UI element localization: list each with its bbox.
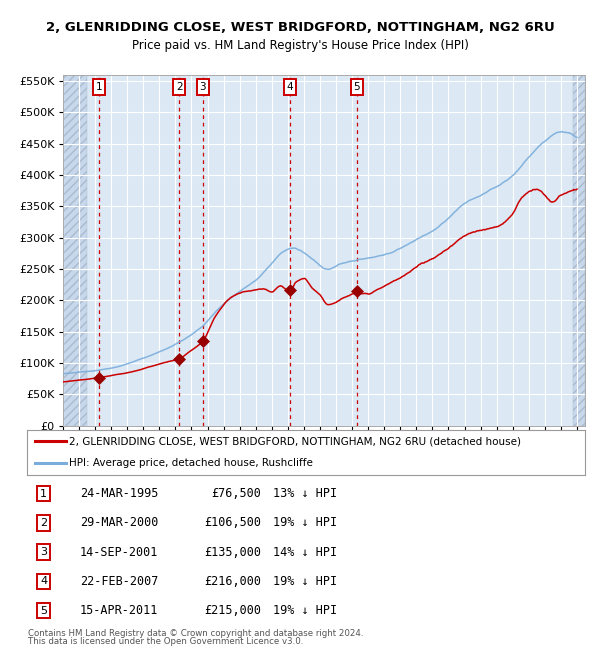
Text: 1: 1 bbox=[95, 82, 102, 92]
Text: 22-FEB-2007: 22-FEB-2007 bbox=[80, 575, 158, 588]
Text: HPI: Average price, detached house, Rushcliffe: HPI: Average price, detached house, Rush… bbox=[69, 458, 313, 469]
Text: 5: 5 bbox=[353, 82, 360, 92]
Text: 19% ↓ HPI: 19% ↓ HPI bbox=[272, 604, 337, 617]
Text: £216,000: £216,000 bbox=[205, 575, 262, 588]
Text: 3: 3 bbox=[199, 82, 206, 92]
Text: 19% ↓ HPI: 19% ↓ HPI bbox=[272, 516, 337, 529]
Text: 14-SEP-2001: 14-SEP-2001 bbox=[80, 545, 158, 558]
Text: 2, GLENRIDDING CLOSE, WEST BRIDGFORD, NOTTINGHAM, NG2 6RU (detached house): 2, GLENRIDDING CLOSE, WEST BRIDGFORD, NO… bbox=[69, 436, 521, 447]
Text: 15-APR-2011: 15-APR-2011 bbox=[80, 604, 158, 617]
Text: 5: 5 bbox=[40, 606, 47, 616]
Text: Contains HM Land Registry data © Crown copyright and database right 2024.: Contains HM Land Registry data © Crown c… bbox=[28, 629, 364, 638]
Text: £76,500: £76,500 bbox=[211, 488, 262, 500]
Text: 3: 3 bbox=[40, 547, 47, 557]
Text: Price paid vs. HM Land Registry's House Price Index (HPI): Price paid vs. HM Land Registry's House … bbox=[131, 39, 469, 52]
Text: 19% ↓ HPI: 19% ↓ HPI bbox=[272, 575, 337, 588]
Text: 13% ↓ HPI: 13% ↓ HPI bbox=[272, 488, 337, 500]
Bar bbox=[573, 75, 585, 426]
Text: 2: 2 bbox=[40, 518, 47, 528]
Text: 2, GLENRIDDING CLOSE, WEST BRIDGFORD, NOTTINGHAM, NG2 6RU: 2, GLENRIDDING CLOSE, WEST BRIDGFORD, NO… bbox=[46, 21, 554, 34]
Bar bbox=[63, 75, 87, 426]
Text: This data is licensed under the Open Government Licence v3.0.: This data is licensed under the Open Gov… bbox=[28, 637, 304, 646]
Text: 1: 1 bbox=[40, 489, 47, 499]
Text: 4: 4 bbox=[287, 82, 293, 92]
Text: £135,000: £135,000 bbox=[205, 545, 262, 558]
Text: £215,000: £215,000 bbox=[205, 604, 262, 617]
Text: 24-MAR-1995: 24-MAR-1995 bbox=[80, 488, 158, 500]
Text: £106,500: £106,500 bbox=[205, 516, 262, 529]
Text: 14% ↓ HPI: 14% ↓ HPI bbox=[272, 545, 337, 558]
Text: 29-MAR-2000: 29-MAR-2000 bbox=[80, 516, 158, 529]
Text: 2: 2 bbox=[176, 82, 182, 92]
Text: 4: 4 bbox=[40, 577, 47, 586]
